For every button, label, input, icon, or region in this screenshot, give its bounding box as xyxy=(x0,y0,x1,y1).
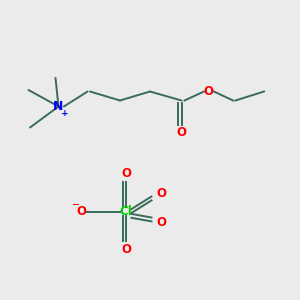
Text: N: N xyxy=(53,100,64,113)
Text: O: O xyxy=(76,205,86,218)
Text: −: − xyxy=(71,200,78,209)
Text: O: O xyxy=(121,243,131,256)
Text: +: + xyxy=(61,109,69,118)
Text: O: O xyxy=(156,215,167,229)
Text: Cl: Cl xyxy=(120,205,132,218)
Text: O: O xyxy=(156,187,167,200)
Text: O: O xyxy=(121,167,131,180)
Text: O: O xyxy=(176,126,187,140)
Text: O: O xyxy=(203,85,214,98)
